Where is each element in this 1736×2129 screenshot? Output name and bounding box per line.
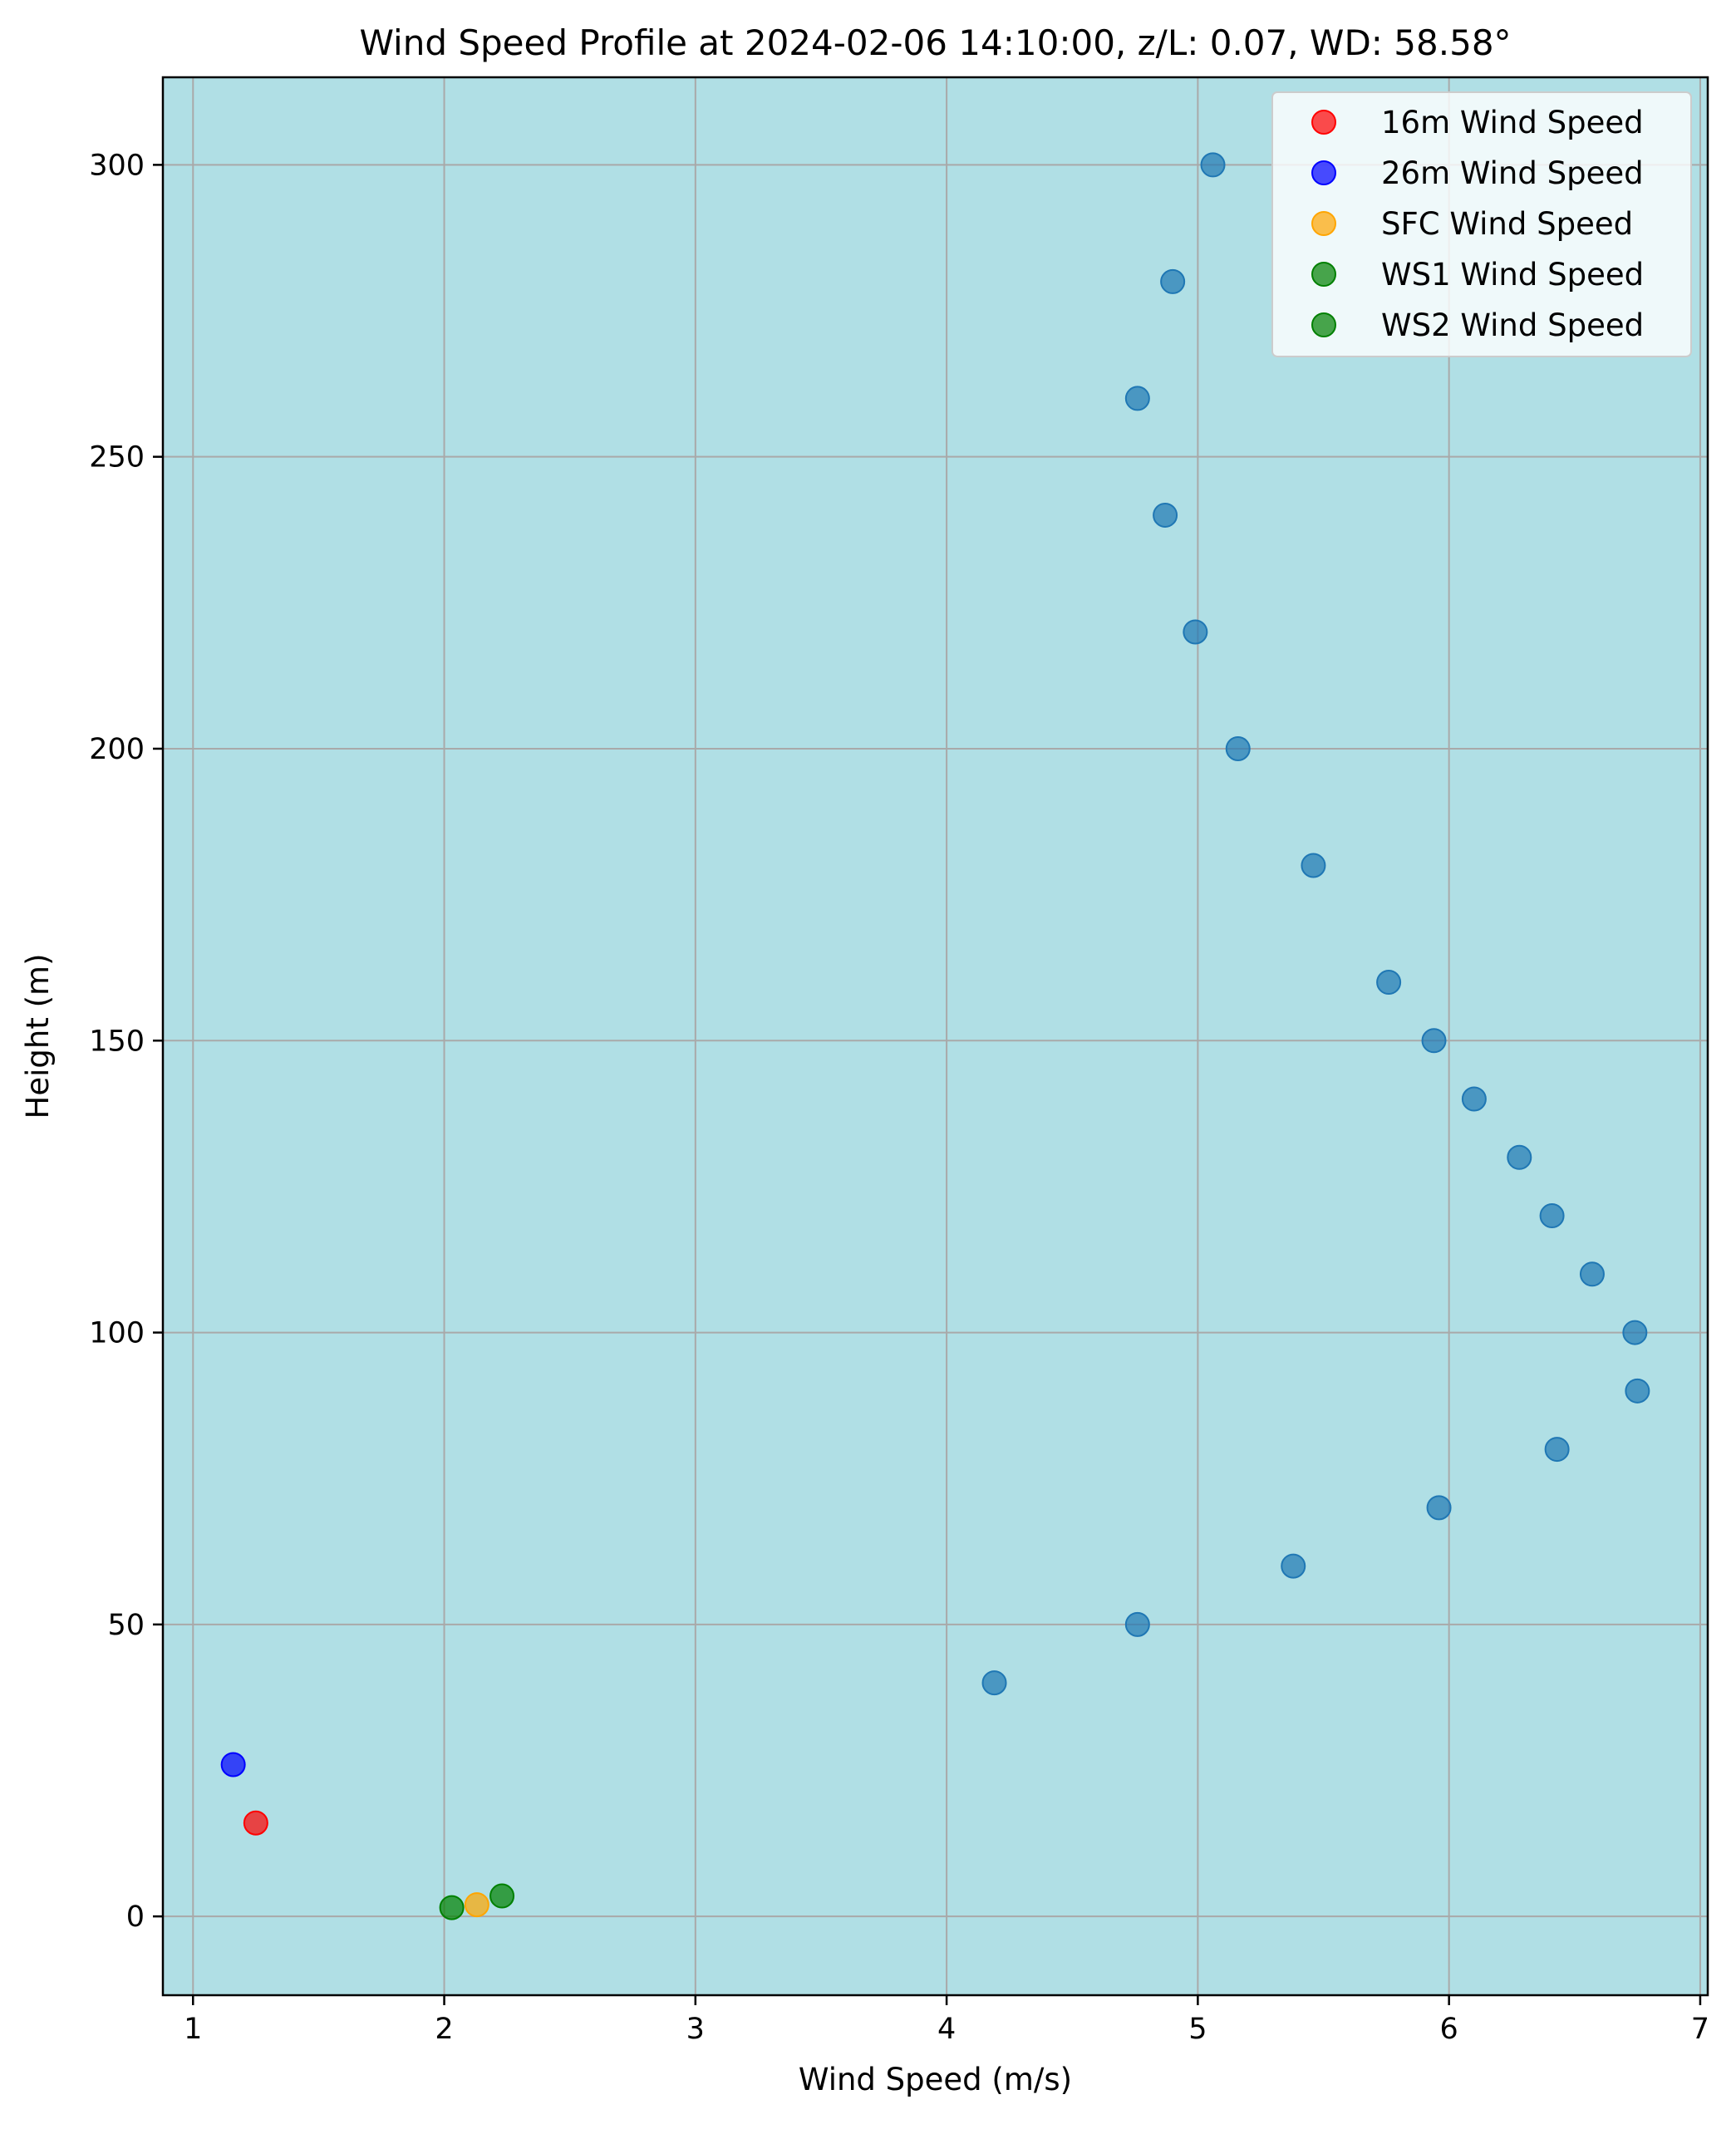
- profile-point: [1376, 970, 1402, 996]
- profile-point: [1281, 1553, 1306, 1579]
- sfc-wind-speed-point: [464, 1892, 489, 1918]
- profile-point: [1200, 152, 1226, 178]
- profile-point: [1225, 735, 1251, 761]
- 26m-wind-speed-point: [220, 1752, 246, 1777]
- plot-area: [163, 77, 1708, 1995]
- legend-marker: [1311, 110, 1336, 135]
- ws1-wind-speed-point: [439, 1895, 465, 1920]
- y-tick-label: 200: [89, 733, 145, 766]
- legend-label: 16m Wind Speed: [1381, 105, 1644, 140]
- y-tick-label: 300: [89, 149, 145, 182]
- x-tick-label: 7: [1691, 2013, 1709, 2046]
- y-tick-label: 50: [107, 1609, 145, 1642]
- profile-point: [1183, 619, 1208, 645]
- ticks-layer: 1 2 3 4 5 6 7 0 50 100 150 200 250 300: [89, 149, 1709, 2046]
- x-axis-label: Wind Speed (m/s): [799, 2062, 1072, 2097]
- x-tick-label: 3: [686, 2013, 705, 2046]
- x-tick-label: 1: [184, 2013, 202, 2046]
- profile-point: [1160, 268, 1186, 294]
- legend-label: SFC Wind Speed: [1381, 206, 1633, 242]
- y-tick-label: 0: [126, 1900, 145, 1934]
- x-tick-label: 2: [435, 2013, 453, 2046]
- profile-point: [1426, 1495, 1452, 1521]
- ws2-wind-speed-point: [489, 1883, 515, 1909]
- y-axis-label: Height (m): [20, 954, 56, 1119]
- profile-point: [1421, 1028, 1447, 1054]
- plot-frame: [161, 76, 1709, 1997]
- profile-point: [1301, 853, 1326, 878]
- profile-point: [1579, 1261, 1605, 1287]
- grid-layer: [163, 77, 1708, 1995]
- legend-label: 26m Wind Speed: [1381, 155, 1644, 191]
- profile-point: [1461, 1086, 1487, 1112]
- legend-marker: [1311, 262, 1336, 287]
- legend-entries: 16m Wind Speed 26m Wind Speed SFC Wind Spe…: [1311, 105, 1644, 343]
- legend: 16m Wind Speed 26m Wind Speed SFC Wind Spe…: [1271, 91, 1692, 357]
- profile-point: [1124, 386, 1150, 411]
- y-tick-label: 250: [89, 441, 145, 474]
- profile-point: [1622, 1320, 1648, 1345]
- legend-marker: [1311, 312, 1336, 337]
- x-tick-label: 4: [937, 2013, 956, 2046]
- profile-point: [1153, 502, 1178, 528]
- legend-marker: [1311, 211, 1336, 236]
- profile-point: [1539, 1203, 1565, 1229]
- legend-label: WS2 Wind Speed: [1381, 307, 1644, 343]
- profile-point: [1544, 1437, 1570, 1463]
- legend-marker: [1311, 160, 1336, 185]
- 16m-wind-speed-point: [243, 1810, 268, 1836]
- x-tick-label: 6: [1440, 2013, 1458, 2046]
- profile-point: [1625, 1378, 1650, 1404]
- profile-point: [1507, 1144, 1532, 1170]
- legend-box: [1271, 91, 1692, 357]
- profile-point: [1124, 1611, 1150, 1637]
- y-tick-label: 150: [89, 1025, 145, 1058]
- chart-title: Wind Speed Profile at 2024-02-06 14:10:0…: [359, 22, 1511, 63]
- legend-label: WS1 Wind Speed: [1381, 257, 1644, 293]
- points-layer: [220, 152, 1650, 1920]
- x-tick-label: 5: [1188, 2013, 1207, 2046]
- profile-point: [981, 1670, 1007, 1696]
- y-tick-label: 100: [89, 1317, 145, 1350]
